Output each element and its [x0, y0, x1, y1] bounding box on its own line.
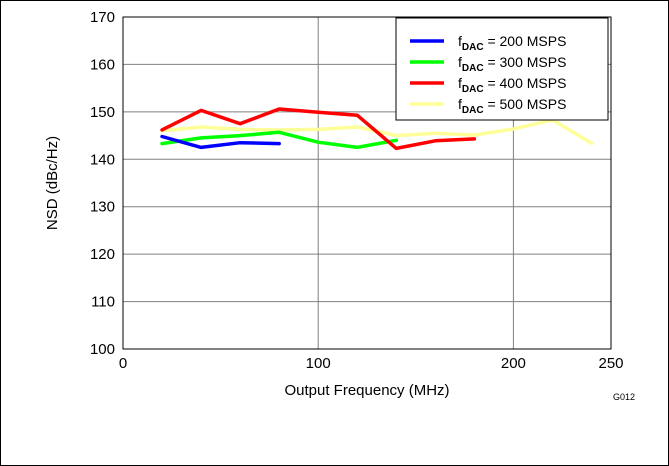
x-tick-label: 0	[119, 355, 127, 372]
y-tick-label: 150	[90, 104, 115, 121]
y-axis-label: NSD (dBc/Hz)	[44, 136, 61, 230]
legend-entry: fDAC = 200 MSPS	[458, 33, 566, 53]
x-tick-labels: 0 100 200 250	[119, 355, 624, 372]
x-axis-label: Output Frequency (MHz)	[284, 382, 449, 399]
legend-entry: fDAC = 300 MSPS	[458, 54, 566, 74]
legend-entry: fDAC = 400 MSPS	[458, 75, 566, 95]
y-tick-label: 160	[90, 56, 115, 73]
y-tick-label: 170	[90, 9, 115, 26]
x-tick-label: 200	[501, 355, 526, 372]
y-tick-label: 130	[90, 199, 115, 216]
y-tick-label: 110	[91, 294, 115, 311]
y-tick-label: 120	[90, 246, 115, 263]
legend-entry: fDAC = 500 MSPS	[458, 96, 566, 116]
series-line-1	[160, 134, 281, 150]
plot-lines	[160, 107, 594, 151]
y-tick-label: 140	[90, 151, 115, 168]
series-line-2	[160, 130, 399, 150]
figure-id: G012	[613, 392, 635, 402]
plot-area-border	[122, 16, 612, 350]
y-tick-labels: 100 110 120 130 140 150 160 170	[90, 9, 115, 358]
series-line-3	[160, 107, 477, 151]
x-tick-label: 100	[306, 355, 331, 372]
x-tick-label: 250	[598, 355, 623, 372]
y-tick-label: 100	[90, 341, 115, 358]
